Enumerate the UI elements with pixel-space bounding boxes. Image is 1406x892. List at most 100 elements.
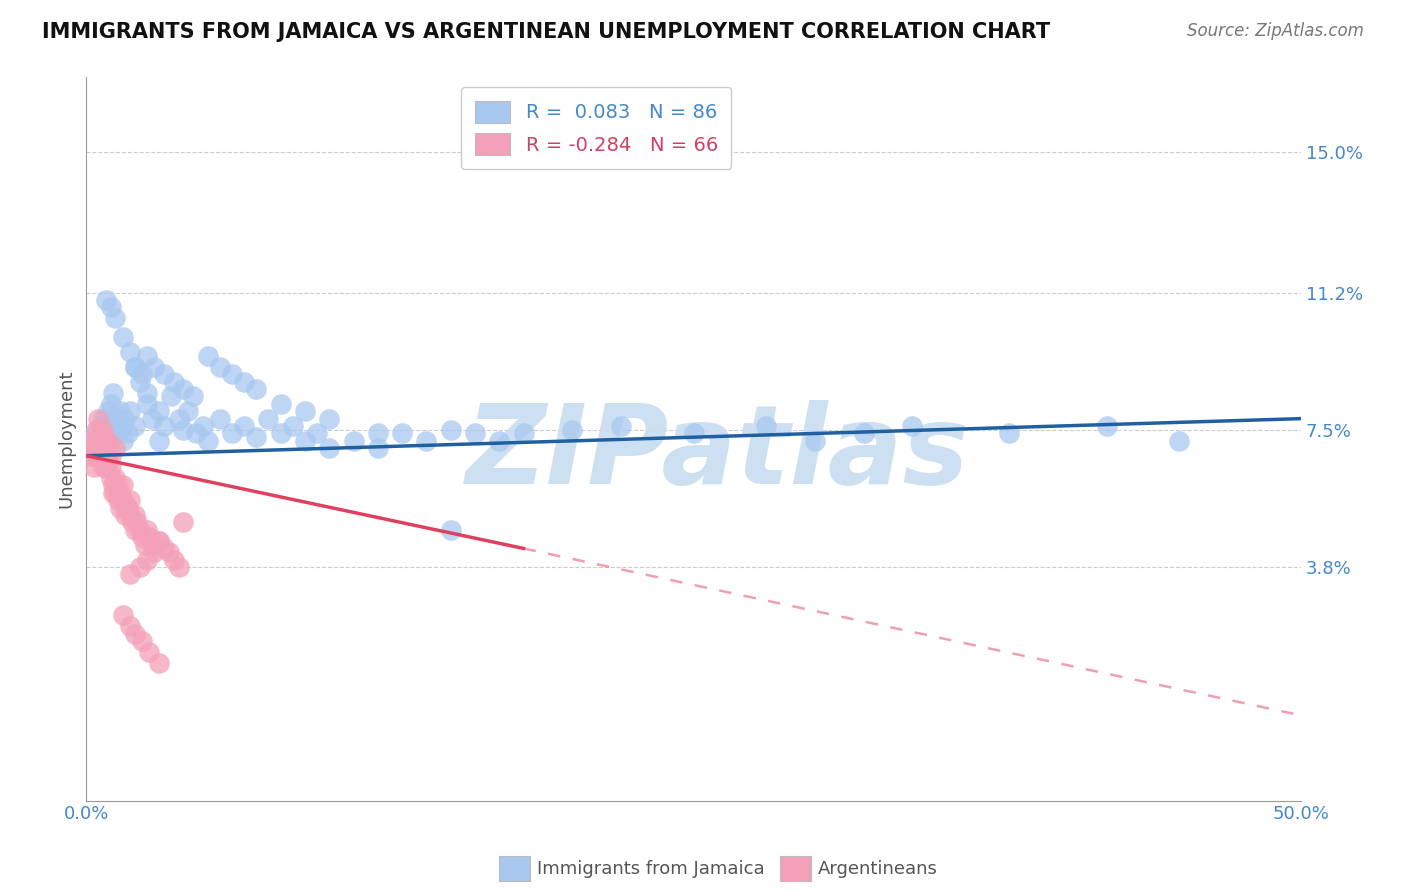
Point [148, 657, 170, 671]
Point [91, 411, 114, 425]
Point [136, 552, 159, 566]
Point [83, 459, 105, 474]
Text: Source: ZipAtlas.com: Source: ZipAtlas.com [1187, 22, 1364, 40]
Point [141, 538, 163, 552]
Point [124, 359, 146, 374]
Point [111, 493, 134, 508]
Point [128, 523, 150, 537]
Point [128, 375, 150, 389]
Point [233, 375, 256, 389]
Point [391, 426, 413, 441]
Point [127, 516, 149, 530]
Point [100, 471, 122, 485]
Point [163, 375, 186, 389]
Point [131, 634, 153, 648]
Point [415, 434, 437, 448]
Point [100, 423, 122, 437]
Point [91, 459, 114, 474]
Point [110, 485, 132, 500]
Text: IMMIGRANTS FROM JAMAICA VS ARGENTINEAN UNEMPLOYMENT CORRELATION CHART: IMMIGRANTS FROM JAMAICA VS ARGENTINEAN U… [42, 22, 1050, 42]
Point [245, 382, 267, 396]
Text: Argentineans: Argentineans [818, 860, 938, 878]
Point [83, 449, 105, 463]
Point [488, 434, 510, 448]
Point [318, 411, 340, 425]
Point [124, 626, 146, 640]
Point [138, 645, 160, 659]
Point [367, 442, 389, 456]
Point [512, 426, 534, 441]
Y-axis label: Unemployment: Unemployment [58, 370, 75, 508]
Point [101, 485, 124, 500]
Point [80, 434, 103, 448]
Point [94, 434, 117, 448]
Point [104, 411, 127, 425]
Point [197, 434, 219, 448]
Point [111, 478, 134, 492]
Point [294, 404, 316, 418]
Point [682, 426, 704, 441]
Point [177, 404, 200, 418]
Point [172, 382, 194, 396]
Point [90, 423, 112, 437]
Point [101, 478, 124, 492]
Point [755, 419, 778, 434]
Point [270, 397, 292, 411]
Point [97, 404, 120, 418]
Point [97, 434, 120, 448]
Point [118, 493, 141, 508]
Point [104, 471, 127, 485]
Point [104, 442, 127, 456]
Point [110, 404, 132, 418]
Point [111, 434, 134, 448]
Point [440, 523, 463, 537]
Point [90, 434, 112, 448]
Point [172, 516, 194, 530]
Point [94, 293, 117, 307]
Point [167, 560, 190, 574]
Point [97, 456, 120, 470]
Point [114, 411, 136, 425]
Legend: R =  0.083   N = 86, R = -0.284   N = 66: R = 0.083 N = 86, R = -0.284 N = 66 [461, 87, 731, 169]
Point [136, 397, 159, 411]
Text: ZIPatlas: ZIPatlas [465, 400, 970, 507]
Point [134, 538, 156, 552]
Point [136, 349, 159, 363]
Point [128, 560, 150, 574]
Point [464, 426, 486, 441]
Point [91, 423, 114, 437]
Point [104, 485, 127, 500]
Point [153, 367, 176, 381]
Point [138, 530, 160, 544]
Point [181, 389, 204, 403]
Point [281, 419, 304, 434]
Point [294, 434, 316, 448]
Point [118, 567, 141, 582]
Point [143, 359, 166, 374]
Point [87, 411, 110, 425]
Point [141, 411, 163, 425]
Point [318, 442, 340, 456]
Point [90, 419, 112, 434]
Point [136, 385, 159, 400]
Point [84, 423, 107, 437]
Point [163, 552, 186, 566]
Point [111, 419, 134, 434]
Point [160, 389, 183, 403]
Point [1168, 434, 1191, 448]
Point [118, 508, 141, 522]
Point [561, 423, 583, 437]
Point [184, 426, 207, 441]
Point [148, 404, 170, 418]
Point [148, 434, 170, 448]
Point [157, 545, 180, 559]
Point [87, 434, 110, 448]
Point [101, 385, 124, 400]
Point [77, 442, 100, 456]
Point [342, 434, 364, 448]
Point [114, 497, 136, 511]
Point [97, 442, 120, 456]
Point [307, 426, 329, 441]
Point [104, 311, 127, 326]
Point [270, 426, 292, 441]
